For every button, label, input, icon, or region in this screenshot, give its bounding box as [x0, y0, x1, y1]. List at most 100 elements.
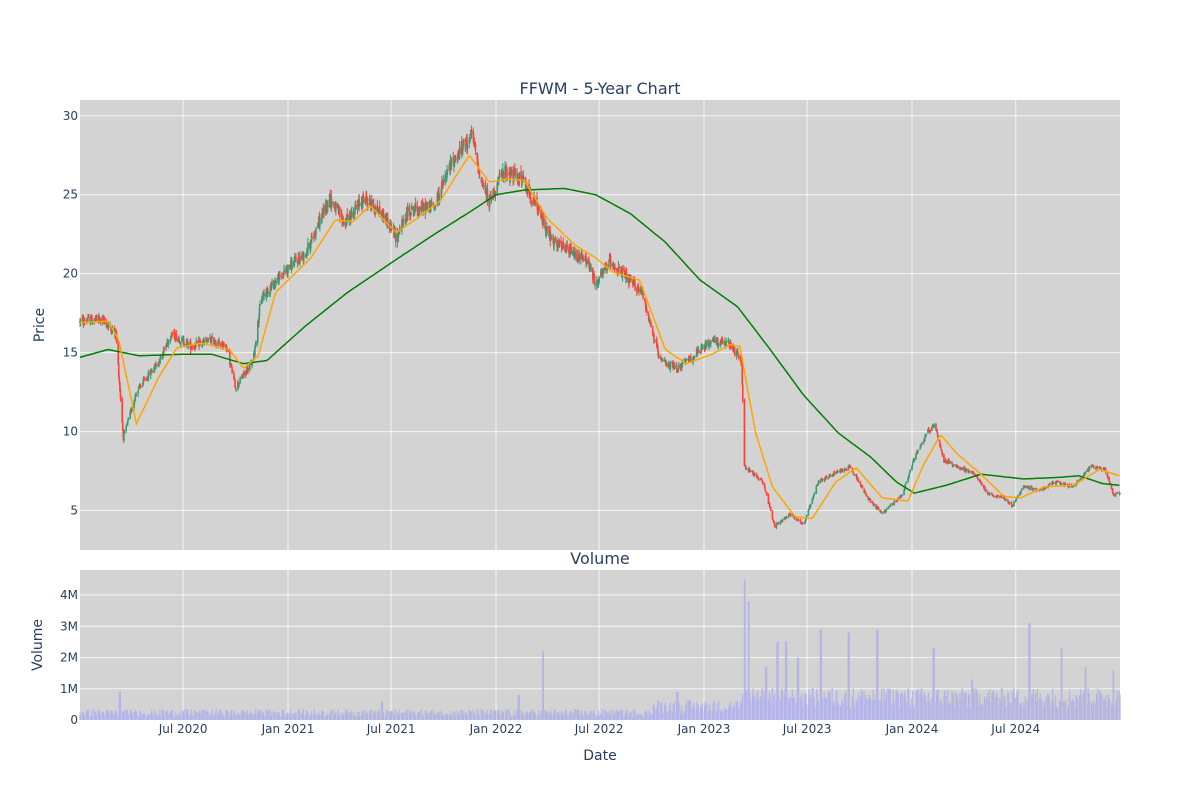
volume-bar [985, 696, 987, 720]
candle-body [485, 188, 488, 196]
candle-body [502, 172, 505, 179]
volume-bar [255, 713, 257, 720]
candle-body [405, 213, 407, 225]
candle-body [828, 475, 831, 477]
candle-body [225, 345, 227, 348]
volume-bar [171, 710, 173, 720]
candle-body [576, 250, 578, 261]
candle-body [141, 385, 143, 388]
candle-body [580, 253, 582, 260]
candle-body [1119, 493, 1121, 495]
candle-body [476, 158, 479, 166]
candle-body [945, 460, 947, 464]
candle-body [662, 360, 664, 362]
volume-bar [331, 712, 333, 720]
candle-body [361, 195, 364, 208]
volume-bar [674, 713, 676, 720]
volume-bar [841, 699, 844, 720]
candle-body [837, 470, 839, 472]
candle-body [984, 487, 986, 491]
candle-body [426, 204, 428, 209]
candle-body [82, 318, 85, 325]
volume-bar [915, 691, 917, 720]
volume-bar [505, 709, 507, 720]
candle-body [430, 201, 432, 209]
candle-body [151, 370, 154, 372]
candle-body [981, 483, 983, 486]
candle-body [880, 512, 883, 514]
volume-bar [445, 714, 448, 720]
volume-bar [657, 700, 660, 720]
candle-body [816, 484, 819, 486]
candle-body [177, 339, 179, 343]
candle-body [851, 468, 853, 470]
volume-bar [279, 716, 281, 720]
volume-bar [415, 715, 417, 720]
candle-body [169, 338, 172, 341]
candle-body [732, 346, 735, 351]
candle-body [333, 203, 335, 208]
volume-bar [522, 712, 524, 720]
candle-body [792, 515, 794, 516]
volume-bar [901, 693, 903, 720]
candle-body [454, 158, 456, 161]
candle-body [441, 183, 444, 184]
candle-body [312, 237, 315, 239]
candle-body [593, 276, 596, 286]
candle-body [780, 520, 783, 522]
candle-body [93, 320, 96, 322]
candle-body [1080, 479, 1083, 480]
volume-bar [134, 709, 136, 720]
candle-body [332, 201, 335, 204]
volume-bar [453, 710, 455, 720]
candle-body [496, 182, 498, 194]
candle-body [343, 222, 345, 225]
candle-body [634, 283, 636, 291]
candle-body [901, 494, 904, 496]
candle-body [1063, 483, 1066, 486]
candle-body [737, 355, 740, 359]
candle-body [191, 346, 194, 349]
candle-body [385, 214, 387, 221]
volume-bar [953, 691, 955, 720]
volume-bar [833, 703, 836, 720]
candle-body [1020, 489, 1023, 492]
candle-body [287, 264, 289, 274]
volume-bar [1119, 694, 1121, 720]
candle-body [365, 197, 368, 200]
volume-bar [1049, 706, 1051, 720]
candle-body [1039, 489, 1042, 490]
candle-body [295, 257, 297, 262]
candle-body [562, 242, 565, 249]
candle-body [205, 340, 208, 342]
volume-bar [456, 710, 458, 720]
volume-bar [203, 710, 205, 720]
volume-bar [745, 691, 747, 720]
candle-body [708, 341, 710, 348]
volume-bar [1007, 692, 1009, 720]
candle-body [1082, 474, 1085, 479]
candle-body [522, 175, 525, 181]
candle-body [492, 188, 495, 190]
candle-body [756, 475, 758, 479]
volume-bar [159, 716, 161, 720]
candle-body [1013, 501, 1015, 506]
volume-bar [339, 715, 341, 720]
volume-bar [395, 709, 397, 720]
volume-bar [1009, 702, 1011, 720]
candle-body [182, 338, 185, 345]
volume-bar [370, 709, 372, 720]
candle-body [317, 227, 320, 229]
volume-bar [1001, 687, 1003, 720]
candle-body [410, 205, 413, 211]
candle-body [438, 192, 440, 198]
candle-body [486, 188, 489, 202]
candle-body [813, 494, 815, 496]
volume-bar [586, 713, 588, 720]
candle-body [608, 264, 610, 268]
candle-body [675, 364, 678, 370]
volume-bar [183, 709, 185, 720]
x-tick-label: Jul 2020 [158, 722, 208, 736]
volume-bar [762, 690, 764, 720]
candle-body [1021, 488, 1023, 491]
